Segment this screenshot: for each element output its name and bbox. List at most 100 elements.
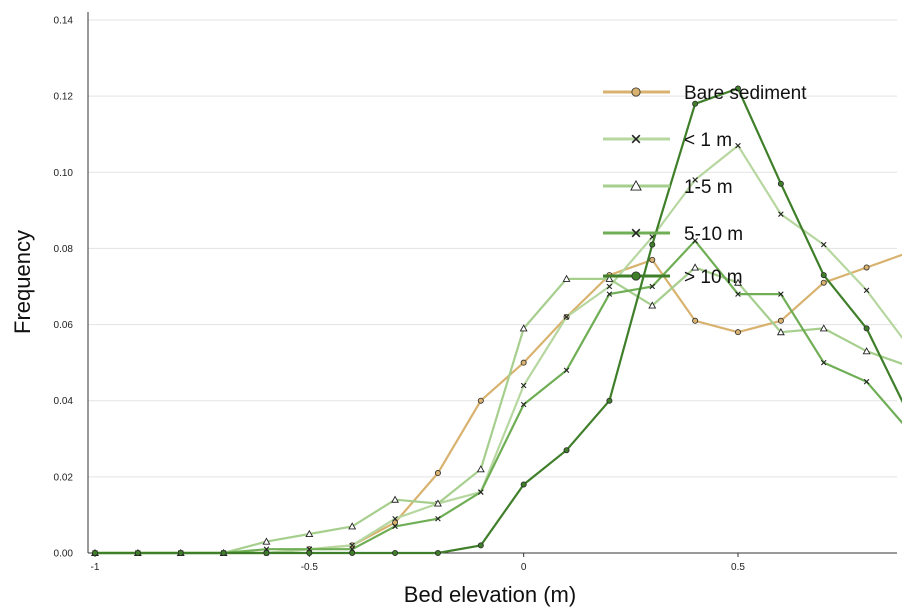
- point-marker: [820, 279, 827, 286]
- point-marker: [648, 301, 657, 309]
- point-marker: [562, 274, 571, 282]
- gridlines: [88, 19, 897, 478]
- point-marker: [262, 537, 271, 545]
- point-marker: [630, 179, 642, 191]
- point-marker: [605, 274, 614, 282]
- y-tick-label: 0.12: [54, 92, 74, 103]
- legend-entry: > 10 m: [603, 267, 743, 288]
- point-marker: [563, 447, 570, 454]
- point-marker: [863, 264, 870, 271]
- legend-label: 5-10 m: [684, 224, 743, 245]
- point-marker: [735, 142, 741, 149]
- point-marker: [520, 481, 527, 488]
- x-tick-label: -0.5: [301, 562, 319, 573]
- legend-entry: 5-10 m: [603, 224, 743, 245]
- point-marker: [692, 317, 699, 324]
- point-marker: [778, 211, 784, 217]
- point-marker: [631, 271, 641, 281]
- point-marker: [477, 542, 484, 549]
- point-marker: [478, 489, 484, 495]
- point-marker: [563, 367, 570, 374]
- point-marker: [433, 499, 442, 507]
- point-marker: [631, 228, 641, 238]
- series-line: [95, 253, 902, 555]
- point-marker: [691, 263, 700, 271]
- y-tick-label: 0.10: [54, 168, 74, 179]
- point-marker: [349, 550, 356, 557]
- point-marker: [606, 291, 613, 297]
- legend-label: 1-5 m: [684, 177, 733, 198]
- point-marker: [820, 359, 827, 366]
- point-marker: [735, 291, 741, 297]
- point-marker: [92, 550, 99, 557]
- point-marker: [735, 85, 742, 92]
- point-marker: [649, 241, 656, 248]
- point-marker: [606, 397, 613, 404]
- point-marker: [434, 550, 441, 557]
- series-3: [92, 238, 902, 556]
- x-axis-title: Bed elevation (m): [404, 582, 576, 607]
- point-marker: [692, 238, 698, 244]
- point-marker: [776, 328, 785, 336]
- y-tick-label: 0.04: [54, 396, 74, 407]
- point-marker: [820, 272, 827, 279]
- point-marker: [476, 465, 485, 473]
- legend-label: < 1 m: [684, 130, 732, 151]
- point-marker: [520, 382, 527, 389]
- x-tick-label: -1: [91, 562, 100, 573]
- y-tick-label: 0.06: [54, 320, 74, 331]
- point-marker: [392, 550, 399, 557]
- legend: Bare sediment < 1 m 1-5 m 5-10 m > 10 m: [603, 83, 807, 288]
- point-marker: [391, 495, 400, 503]
- point-marker: [220, 550, 227, 557]
- point-marker: [735, 329, 742, 336]
- tick-labels: 0.00 0.02 0.04 0.06 0.08 0.10 0.12 0.14 -1 -0.5 0 0…: [54, 16, 746, 574]
- point-marker: [348, 522, 357, 530]
- point-marker: [692, 177, 698, 183]
- point-marker: [392, 523, 398, 530]
- legend-label: > 10 m: [684, 267, 743, 288]
- y-tick-label: 0.00: [54, 549, 74, 560]
- legend-label: Bare sediment: [684, 83, 807, 104]
- point-marker: [863, 325, 870, 332]
- point-marker: [392, 515, 398, 522]
- series-2: [91, 263, 902, 557]
- point-marker: [777, 180, 784, 187]
- point-marker: [649, 283, 656, 290]
- y-axis-title: Frequency: [10, 230, 35, 334]
- point-marker: [519, 324, 528, 332]
- point-marker: [134, 550, 141, 557]
- series-1: [92, 142, 902, 556]
- point-marker: [631, 87, 641, 97]
- y-tick-label: 0.14: [54, 16, 74, 27]
- point-marker: [434, 470, 441, 477]
- series-group: [91, 85, 902, 557]
- point-marker: [263, 550, 270, 557]
- point-marker: [520, 401, 527, 408]
- series-4: [92, 85, 902, 557]
- point-marker: [863, 287, 870, 294]
- point-marker: [563, 314, 570, 320]
- point-marker: [477, 397, 484, 404]
- y-tick-label: 0.02: [54, 472, 74, 483]
- x-tick-label: 0.5: [731, 562, 745, 573]
- point-marker: [863, 378, 870, 385]
- point-marker: [631, 134, 641, 144]
- series-line: [95, 87, 902, 555]
- series-line: [95, 239, 902, 555]
- point-marker: [819, 324, 828, 332]
- x-tick-label: 0: [521, 562, 527, 573]
- point-marker: [777, 317, 784, 324]
- legend-entry: Bare sediment: [603, 83, 807, 104]
- point-marker: [820, 241, 827, 248]
- point-marker: [520, 359, 527, 366]
- legend-entry: < 1 m: [603, 130, 732, 151]
- point-marker: [305, 529, 314, 537]
- series-line: [95, 144, 902, 555]
- y-tick-label: 0.08: [54, 244, 74, 255]
- point-marker: [862, 347, 871, 355]
- series-line: [95, 266, 902, 555]
- point-marker: [692, 100, 699, 107]
- point-marker: [435, 515, 441, 522]
